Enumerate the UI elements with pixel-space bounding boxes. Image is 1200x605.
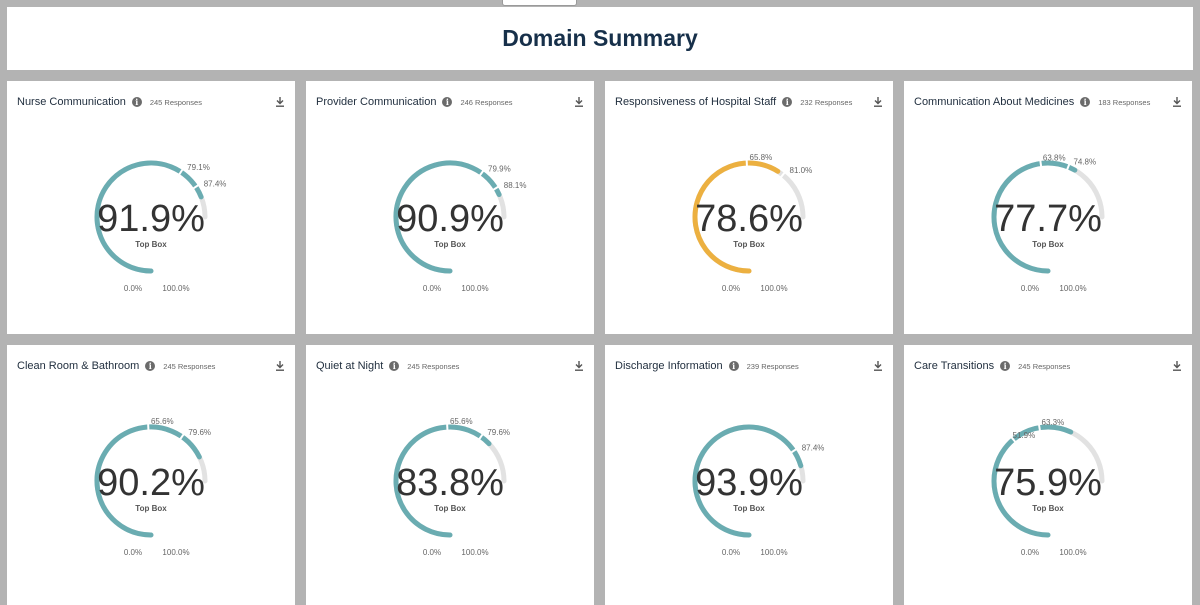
gauge-value: 90.2% — [97, 462, 205, 504]
scale-start-label: 0.0% — [722, 284, 740, 293]
gauge-value: 83.8% — [396, 462, 504, 504]
gauge-value: 75.9% — [994, 462, 1102, 504]
scale-end-label: 100.0% — [461, 548, 488, 557]
scale-end-label: 100.0% — [162, 284, 189, 293]
benchmark-label: 79.6% — [487, 428, 510, 437]
top-box-gauge: 65.8% 81.0% 78.6%Top Box 0.0% 100.0% — [605, 81, 893, 334]
benchmark-label: 65.6% — [450, 417, 473, 426]
benchmark-label: 65.6% — [151, 417, 174, 426]
scale-end-label: 100.0% — [1059, 284, 1086, 293]
scale-end-label: 100.0% — [461, 284, 488, 293]
gauge-center-label: Top Box — [135, 240, 167, 249]
benchmark-label: 79.9% — [488, 164, 511, 173]
top-box-gauge: 63.8% 74.8% 77.7%Top Box 0.0% 100.0% — [904, 81, 1192, 334]
gauge-center-label: Top Box — [733, 240, 765, 249]
top-toggle-tab[interactable] — [502, 0, 577, 6]
gauge-center-label: Top Box — [434, 240, 466, 249]
benchmark-label: 63.3% — [1042, 418, 1065, 427]
scale-end-label: 100.0% — [760, 548, 787, 557]
benchmark-label: 79.1% — [187, 163, 210, 172]
top-box-gauge: 51.9% 63.3% 75.9%Top Box 0.0% 100.0% — [904, 345, 1192, 598]
scale-start-label: 0.0% — [722, 548, 740, 557]
benchmark-label: 63.8% — [1043, 154, 1066, 163]
gauge-center-label: Top Box — [1032, 504, 1064, 513]
gauge-value: 93.9% — [695, 462, 803, 504]
top-box-gauge: 87.4% 93.9%Top Box 0.0% 100.0% — [605, 345, 893, 598]
benchmark-label: 51.9% — [1013, 431, 1036, 440]
benchmark-label: 74.8% — [1073, 157, 1096, 166]
scale-start-label: 0.0% — [423, 548, 441, 557]
benchmark-label: 87.4% — [204, 179, 227, 188]
scale-start-label: 0.0% — [1021, 548, 1039, 557]
benchmark-label: 81.0% — [790, 166, 813, 175]
benchmark-tick — [1039, 423, 1040, 432]
gauge-center-label: Top Box — [733, 504, 765, 513]
top-box-gauge: 65.6% 79.6% 90.2%Top Box 0.0% 100.0% — [7, 345, 295, 598]
scale-end-label: 100.0% — [162, 548, 189, 557]
benchmark-label: 88.1% — [504, 181, 527, 190]
scale-end-label: 100.0% — [760, 284, 787, 293]
scale-start-label: 0.0% — [124, 284, 142, 293]
benchmark-label: 65.8% — [750, 153, 773, 162]
benchmark-label: 79.6% — [188, 428, 211, 437]
gauge-center-label: Top Box — [135, 504, 167, 513]
gauge-value: 77.7% — [994, 198, 1102, 240]
gauge-value: 91.9% — [97, 198, 205, 240]
top-box-gauge: 79.9% 88.1%90.9%Top Box 0.0% 100.0% — [306, 81, 594, 334]
gauge-value: 78.6% — [695, 198, 803, 240]
scale-start-label: 0.0% — [124, 548, 142, 557]
page-header: Domain Summary — [7, 7, 1193, 70]
benchmark-label: 87.4% — [802, 443, 825, 452]
scale-start-label: 0.0% — [1021, 284, 1039, 293]
top-box-gauge: 79.1% 87.4% 91.9%Top Box 0.0% 100.0% — [7, 81, 295, 334]
scale-end-label: 100.0% — [1059, 548, 1086, 557]
gauge-center-label: Top Box — [1032, 240, 1064, 249]
page-title: Domain Summary — [502, 25, 698, 52]
gauge-value: 90.9% — [396, 198, 504, 240]
gauge-center-label: Top Box — [434, 504, 466, 513]
top-box-gauge: 65.6% 79.6% 83.8%Top Box 0.0% 100.0% — [306, 345, 594, 598]
benchmark-tick — [1040, 159, 1041, 168]
scale-start-label: 0.0% — [423, 284, 441, 293]
